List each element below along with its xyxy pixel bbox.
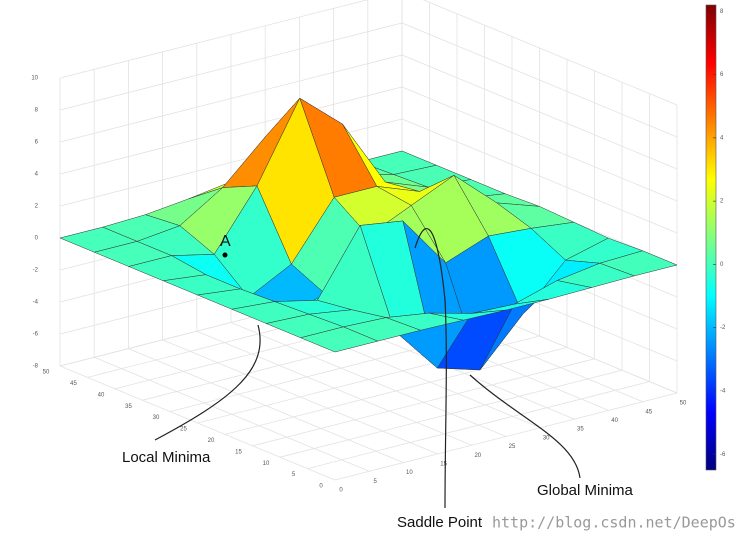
- colorbar-tick-label: 2: [720, 199, 724, 205]
- colorbar-tick-label: 8: [720, 9, 724, 15]
- colorbar-tick-label: -2: [720, 325, 726, 331]
- x-tick-label: 45: [645, 409, 652, 415]
- z-tick-label: 8: [35, 108, 39, 114]
- grid-line: [59, 54, 403, 143]
- leader-line: [154, 324, 261, 441]
- z-tick-label: -2: [33, 268, 39, 274]
- grid-line: [401, 86, 678, 202]
- labels: 0510152025303540455005101520253035404550…: [31, 4, 737, 532]
- x-tick-label: 35: [577, 427, 584, 433]
- grid-line: [59, 86, 403, 175]
- grid-line: [401, 54, 678, 170]
- colorbar-tick-label: -6: [720, 452, 726, 458]
- grid-line: [252, 358, 595, 447]
- annotation: Local Minima: [122, 449, 211, 466]
- z-tick-label: -4: [33, 300, 39, 306]
- x-tick-label: 5: [374, 479, 378, 485]
- leader-line: [469, 374, 581, 479]
- y-tick-label: 40: [98, 392, 105, 398]
- annotation: Global Minima: [537, 482, 634, 499]
- y-tick-label: 10: [263, 461, 270, 467]
- annotation: Saddle Point: [397, 514, 483, 531]
- z-tick-label: 6: [35, 140, 39, 146]
- z-tick-label: 2: [35, 204, 39, 210]
- colorbar-tick-label: 6: [720, 72, 724, 78]
- grid-line: [224, 347, 568, 435]
- grid-line: [401, 22, 678, 138]
- colorbar-tick-label: 0: [720, 262, 724, 268]
- x-tick-label: 30: [543, 435, 550, 441]
- grid-line: [334, 392, 678, 481]
- annotation: A: [220, 233, 231, 250]
- colorbar-tick-label: -4: [720, 388, 726, 394]
- colorbar: [705, 4, 717, 471]
- grid-line: [59, 22, 403, 111]
- grid-line: [59, 0, 369, 79]
- y-tick-label: 30: [153, 415, 160, 421]
- z-tick-label: 4: [35, 172, 39, 178]
- surface: [59, 97, 678, 371]
- colorbar-tick-label: 4: [720, 135, 724, 141]
- grid-line: [422, 0, 678, 106]
- y-tick-label: 35: [125, 404, 132, 410]
- grid-line: [401, 118, 678, 234]
- y-tick-label: 50: [43, 370, 50, 376]
- y-tick-label: 25: [180, 427, 187, 433]
- y-tick-label: 45: [70, 381, 77, 387]
- y-tick-label: 5: [292, 472, 296, 478]
- z-tick-label: -6: [33, 332, 39, 338]
- x-tick-label: 15: [440, 461, 447, 467]
- surface-patch: [300, 326, 378, 353]
- y-tick-label: 20: [208, 438, 215, 444]
- x-tick-label: 40: [611, 418, 618, 424]
- x-tick-label: 10: [406, 470, 413, 476]
- z-tick-label: -8: [33, 364, 39, 370]
- watermark: http://blog.csdn.net/DeepOscar: [492, 514, 737, 532]
- z-tick-label: 10: [31, 76, 38, 82]
- x-tick-label: 50: [680, 401, 687, 407]
- x-tick-label: 25: [509, 444, 516, 450]
- point-marker: [222, 252, 228, 258]
- z-tick-label: 0: [35, 236, 39, 242]
- y-tick-label: 15: [235, 449, 242, 455]
- x-tick-label: 0: [339, 488, 343, 494]
- x-tick-label: 20: [474, 453, 481, 459]
- grid-line: [307, 381, 650, 469]
- y-tick-label: 0: [319, 484, 323, 490]
- grid-line: [279, 369, 623, 458]
- leader-line: [414, 228, 447, 509]
